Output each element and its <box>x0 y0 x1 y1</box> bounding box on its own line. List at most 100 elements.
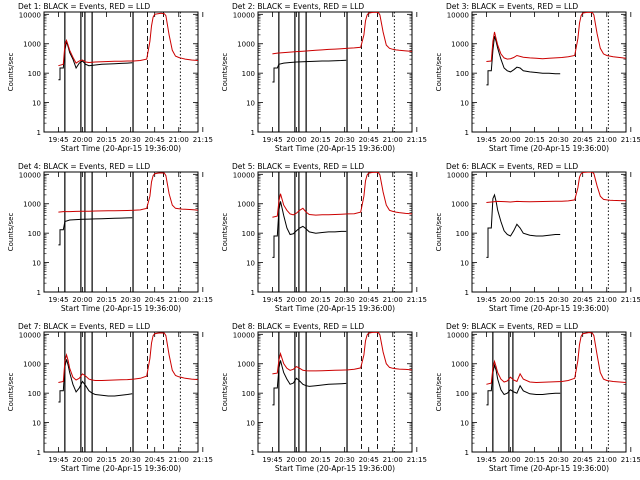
y-axis-label: Counts/sec <box>221 53 229 92</box>
x-axis-label: Start Time (20-Apr-15 19:36:00) <box>61 464 181 473</box>
plot-frame <box>471 331 627 453</box>
detector-panel-6: Det 6: BLACK = Events, RED = LLD 1 10 100 10… <box>435 162 640 313</box>
y-tick-label: 100 <box>456 70 469 78</box>
panel-grid: Det 1: BLACK = Events, RED = LLD 1 10 100 10… <box>7 2 640 473</box>
events-series-line <box>58 359 133 403</box>
x-axis-label: Start Time (20-Apr-15 19:36:00) <box>275 304 395 313</box>
events-series-line <box>272 360 347 406</box>
x-tick-label: 20:00 <box>72 136 92 144</box>
x-tick-label: 21:15 <box>193 456 213 464</box>
panel-title: Det 9: BLACK = Events, RED = LLD <box>446 322 578 331</box>
y-tick-label: 100 <box>242 230 255 238</box>
x-tick-label: 20:45 <box>359 456 379 464</box>
y-tick-label: 10 <box>246 260 255 268</box>
lld-series-line <box>486 172 626 203</box>
plot-frame <box>471 171 627 293</box>
lld-series-line <box>58 332 198 383</box>
y-tick-label: 1 <box>251 289 255 297</box>
y-tick-label: 1000 <box>237 201 255 209</box>
y-tick-label: 10 <box>32 100 41 108</box>
y-tick-label: 10 <box>32 420 41 428</box>
x-tick-label: 21:00 <box>383 296 403 304</box>
panel-title: Det 2: BLACK = Events, RED = LLD <box>232 2 364 11</box>
x-tick-label: 20:15 <box>96 136 116 144</box>
x-tick-label: 20:00 <box>500 296 520 304</box>
y-tick-label: 1 <box>37 449 41 457</box>
x-tick-label: 20:00 <box>72 296 92 304</box>
x-tick-label: 20:30 <box>335 136 355 144</box>
detector-panel-5: Det 5: BLACK = Events, RED = LLD 1 10 100 10… <box>221 162 427 313</box>
y-tick-label: 10000 <box>233 331 255 339</box>
y-tick-label: 10000 <box>447 171 469 179</box>
y-tick-label: 10 <box>460 260 469 268</box>
x-tick-label: 20:30 <box>121 296 141 304</box>
y-tick-label: 100 <box>28 390 41 398</box>
y-tick-label: 1 <box>465 289 469 297</box>
x-tick-label: 20:15 <box>524 456 544 464</box>
y-tick-label: 1000 <box>237 361 255 369</box>
panel-title: Det 5: BLACK = Events, RED = LLD <box>232 162 364 171</box>
x-tick-label: 21:15 <box>407 296 427 304</box>
x-axis-label: Start Time (20-Apr-15 19:36:00) <box>275 464 395 473</box>
x-axis-label: Start Time (20-Apr-15 19:36:00) <box>61 304 181 313</box>
x-tick-label: 19:45 <box>262 136 282 144</box>
panel-title: Det 4: BLACK = Events, RED = LLD <box>18 162 150 171</box>
detector-panel-9: Det 9: BLACK = Events, RED = LLD 1 10 100 10… <box>435 322 640 473</box>
x-tick-label: 20:45 <box>359 296 379 304</box>
events-series-line <box>58 217 133 246</box>
x-tick-label: 21:15 <box>621 136 640 144</box>
x-tick-label: 19:45 <box>262 296 282 304</box>
y-tick-label: 100 <box>456 230 469 238</box>
y-tick-label: 10 <box>32 260 41 268</box>
x-tick-label: 20:45 <box>145 296 165 304</box>
x-tick-label: 20:30 <box>335 456 355 464</box>
y-tick-label: 100 <box>242 70 255 78</box>
y-tick-label: 1 <box>37 289 41 297</box>
plot-frame <box>43 11 199 133</box>
y-tick-label: 10000 <box>19 11 41 19</box>
y-axis-label: Counts/sec <box>435 53 443 92</box>
x-tick-label: 21:00 <box>169 296 189 304</box>
y-tick-label: 10 <box>246 420 255 428</box>
x-tick-label: 20:00 <box>286 296 306 304</box>
lld-series-line <box>272 12 412 55</box>
y-tick-label: 1 <box>251 129 255 137</box>
y-tick-label: 10 <box>460 420 469 428</box>
y-tick-label: 10 <box>460 100 469 108</box>
x-tick-label: 20:00 <box>286 136 306 144</box>
x-tick-label: 20:45 <box>573 296 593 304</box>
x-tick-label: 21:00 <box>383 136 403 144</box>
y-tick-label: 100 <box>28 230 41 238</box>
plot-frame <box>257 331 413 453</box>
x-tick-label: 20:45 <box>573 456 593 464</box>
x-tick-label: 20:30 <box>549 296 569 304</box>
detector-panel-1: Det 1: BLACK = Events, RED = LLD 1 10 100 10… <box>7 2 213 153</box>
detector-panel-8: Det 8: BLACK = Events, RED = LLD 1 10 100 10… <box>221 322 427 473</box>
events-series-line <box>272 59 347 83</box>
events-series-line <box>486 363 561 406</box>
events-series-line <box>272 201 347 258</box>
events-series-line <box>486 193 561 258</box>
y-tick-label: 1000 <box>451 41 469 49</box>
x-tick-label: 21:15 <box>193 296 213 304</box>
y-tick-label: 100 <box>456 390 469 398</box>
y-axis-label: Counts/sec <box>7 53 15 92</box>
y-axis-label: Counts/sec <box>435 213 443 252</box>
y-tick-label: 10000 <box>19 171 41 179</box>
x-tick-label: 20:15 <box>96 456 116 464</box>
x-tick-label: 20:30 <box>121 456 141 464</box>
x-tick-label: 21:15 <box>407 136 427 144</box>
y-tick-label: 1 <box>251 449 255 457</box>
y-axis-label: Counts/sec <box>221 213 229 252</box>
x-axis-label: Start Time (20-Apr-15 19:36:00) <box>489 304 609 313</box>
x-tick-label: 19:45 <box>476 136 496 144</box>
y-tick-label: 1000 <box>23 201 41 209</box>
x-tick-label: 21:15 <box>193 136 213 144</box>
y-tick-label: 1 <box>37 129 41 137</box>
x-tick-label: 21:00 <box>383 456 403 464</box>
events-series-line <box>486 36 561 86</box>
lld-series-line <box>58 172 198 213</box>
y-axis-label: Counts/sec <box>435 373 443 412</box>
x-tick-label: 21:00 <box>597 136 617 144</box>
